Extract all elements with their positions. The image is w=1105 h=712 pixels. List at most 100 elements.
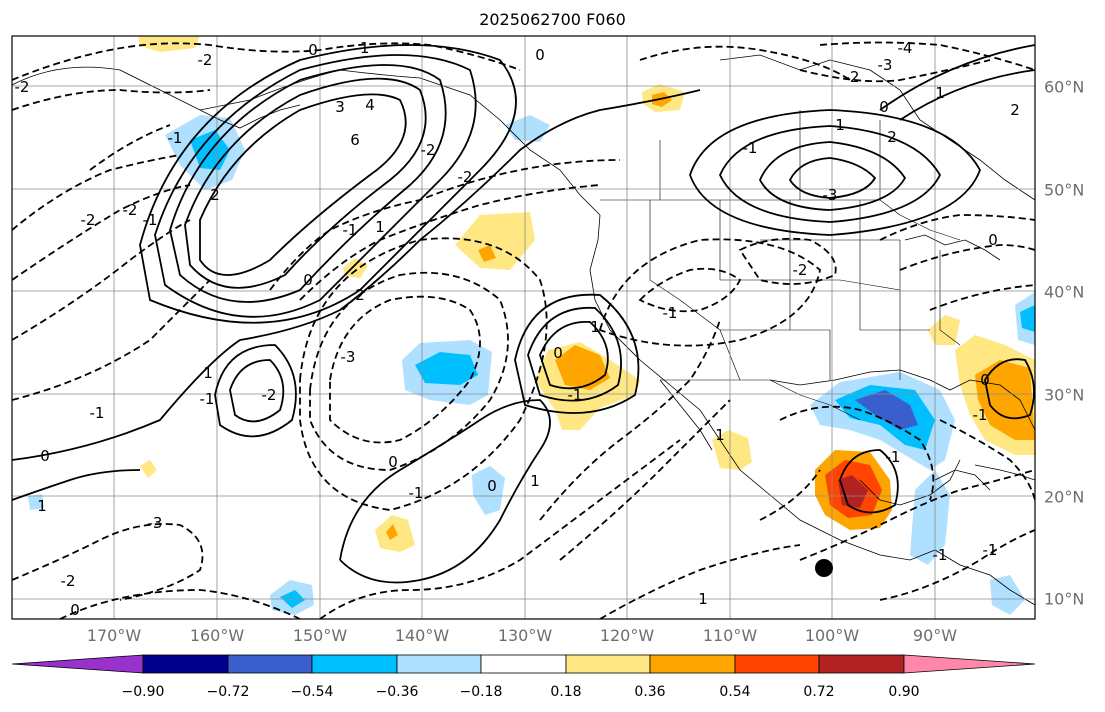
contour-dashed-gulf-1 — [779, 405, 935, 501]
contour-label: 1 — [37, 497, 47, 515]
shaded-fields — [28, 36, 1035, 615]
contour-label: -4 — [898, 39, 913, 57]
lat-label-50n: 50°N — [1044, 180, 1085, 200]
contour-label: 1 — [530, 472, 540, 490]
contour-label: -1 — [168, 129, 183, 147]
lat-label-10n: 10°N — [1044, 589, 1085, 609]
contour-solid-2-high-b — [527, 307, 622, 402]
contour-label: -3 — [148, 514, 163, 532]
state-line-5 — [859, 200, 930, 331]
contour-label: -3 — [823, 186, 838, 204]
warm-area-hawaii-nw — [140, 460, 157, 478]
contour-label: -2 — [81, 211, 96, 229]
contour-label: -2 — [198, 51, 213, 69]
contour-label: -2 — [421, 141, 436, 159]
contour-solid-sw-1 — [12, 469, 141, 501]
lon-label-110w: 110°W — [702, 626, 758, 645]
central-america — [934, 549, 1035, 606]
colorbar-segment-6 — [480, 654, 567, 674]
gulf-coast — [769, 369, 1035, 431]
contour-solid-trough — [339, 399, 551, 584]
contour-label: 1 — [698, 590, 708, 608]
warm-area-bering — [138, 36, 200, 52]
lat-label-20n: 20°N — [1044, 487, 1085, 507]
contours-dashed — [12, 41, 1035, 619]
colorbar-segment-2 — [142, 654, 229, 674]
contour-label: -2 — [15, 78, 30, 96]
contour-label: 2 — [355, 286, 365, 304]
blue-area-bc — [505, 115, 550, 142]
warm-core-south-pacific — [386, 524, 398, 540]
yucatan — [934, 469, 991, 491]
contour-dashed-gulf-2 — [799, 469, 1035, 561]
contour-label: 0 — [303, 271, 313, 289]
contour-dashed-canada-2 — [819, 41, 1035, 71]
lon-label-90w: 90°W — [912, 626, 958, 645]
contour-solid-2-high — [214, 344, 297, 438]
contour-dashed-7 — [12, 279, 211, 401]
contour-label: 0 — [487, 477, 497, 495]
contour-label: 2 — [1010, 101, 1020, 119]
contour-label: -1 — [983, 541, 998, 559]
colorbar-segment-3 — [227, 654, 313, 674]
contour-dashed-ridge-w — [269, 159, 621, 291]
lon-label-150w: 150°W — [292, 626, 348, 645]
contour-dashed-canada-1 — [639, 45, 851, 81]
warm-core-southeast-us — [975, 360, 1035, 440]
colorbar-segment-9 — [734, 654, 820, 674]
lon-label-140w: 140°W — [394, 626, 450, 645]
contour-label: 0 — [70, 601, 80, 619]
contour-dashed-pac-south — [12, 523, 204, 601]
us-mexico-border — [660, 379, 861, 421]
contour-label: -2 — [793, 261, 808, 279]
contour-label: 2 — [210, 186, 220, 204]
contour-dashed-trough-2 — [309, 271, 509, 471]
contour-solid-canada-4 — [689, 109, 981, 236]
colorbar-tick-label: −0.72 — [206, 684, 250, 700]
contour-label: 1 — [590, 318, 600, 336]
contour-dashed-us-1 — [638, 267, 742, 313]
contour-label: -1 — [973, 406, 988, 424]
contour-label: 0 — [40, 447, 50, 465]
contour-label: -1 — [343, 221, 358, 239]
great-lakes — [904, 234, 1001, 261]
blue-core-east-coast — [1020, 305, 1035, 332]
colorbar-tick-label: 0.72 — [803, 684, 835, 700]
warm-area-pacific-nw — [455, 212, 535, 270]
lon-label-170w: 170°W — [86, 626, 142, 645]
colorbar-tick-label: −0.90 — [121, 684, 165, 700]
blue-area-pacific-small — [472, 466, 505, 515]
mexico-gulf — [859, 459, 961, 506]
contour-solid-5 — [139, 44, 517, 324]
contour-solid-zero-long — [12, 89, 701, 461]
contour-dashed-4 — [12, 154, 181, 231]
colorbar-segment-11 — [903, 654, 1036, 674]
contour-solid-3 — [169, 64, 447, 303]
contour-solid-gulf-low — [839, 449, 899, 514]
contour-solid-canada-3 — [719, 125, 942, 223]
contour-label: -1 — [90, 404, 105, 422]
warm-area-small-pacific — [343, 258, 368, 278]
colorbar-segment-5 — [396, 654, 482, 674]
contour-dashed-trough-1 — [329, 295, 481, 444]
contour-label: -2 — [61, 572, 76, 590]
colorbar-segment-10 — [818, 654, 905, 674]
contour-label: 1 — [375, 218, 385, 236]
borders — [600, 110, 961, 421]
contour-label: -2 — [845, 68, 860, 86]
contour-label: -3 — [341, 348, 356, 366]
contour-solid-east-2 — [899, 69, 1035, 121]
contour-label: -2 — [123, 201, 138, 219]
state-line-1 — [649, 200, 741, 381]
black-dot-marker — [815, 559, 833, 577]
us-west-coast — [589, 214, 936, 561]
lon-label-120w: 120°W — [599, 626, 655, 645]
contour-labels: 0 -1 -2 -2 -4 -3 0 1 2 3 4 6 -2 -2 -1 2 … — [15, 39, 1020, 619]
contour-label: 0 — [988, 231, 998, 249]
contour-label: 1 — [935, 84, 945, 102]
contour-label: -2 — [262, 386, 277, 404]
lat-label-40n: 40°N — [1044, 282, 1085, 302]
lat-label-30n: 30°N — [1044, 385, 1085, 405]
contour-label: 0 — [388, 453, 398, 471]
blue-area-caribbean — [990, 575, 1025, 615]
